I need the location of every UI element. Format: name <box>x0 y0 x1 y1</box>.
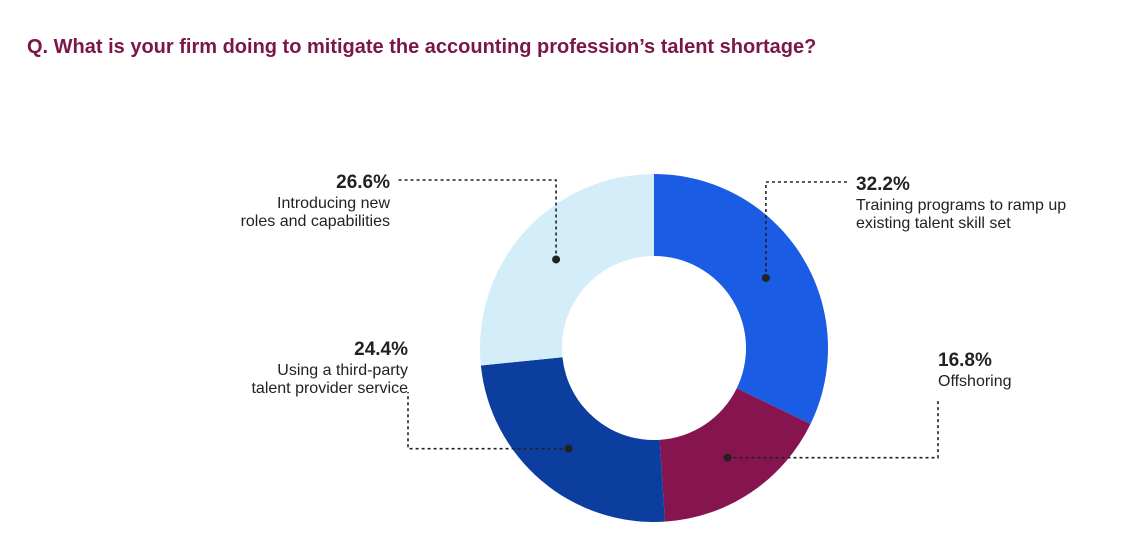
category-label: talent provider service <box>251 380 408 397</box>
donut-slice <box>480 174 654 366</box>
value-label: 24.4% <box>354 339 408 360</box>
value-label: 26.6% <box>336 172 390 193</box>
category-label: existing talent skill set <box>856 215 1011 232</box>
leader-line <box>727 400 939 459</box>
value-label: 16.8% <box>938 350 992 371</box>
donut-slice <box>659 388 811 522</box>
leader-dot <box>552 255 561 264</box>
leader-line <box>398 179 557 260</box>
category-label: roles and capabilities <box>241 213 390 230</box>
leader-dot <box>761 273 770 282</box>
category-label: Using a third-party <box>277 362 408 379</box>
category-label: Offshoring <box>938 373 1012 390</box>
leader-line <box>407 392 569 450</box>
category-label: Training programs to ramp up <box>856 197 1066 214</box>
value-label: 32.2% <box>856 174 910 195</box>
leader-line <box>765 181 850 278</box>
category-label: Introducing new <box>277 195 390 212</box>
leader-dot <box>564 444 573 453</box>
donut-slice <box>654 174 828 425</box>
donut-slice <box>480 357 665 522</box>
leader-dot <box>723 453 732 462</box>
chart-title: Q. What is your firm doing to mitigate t… <box>27 36 816 58</box>
